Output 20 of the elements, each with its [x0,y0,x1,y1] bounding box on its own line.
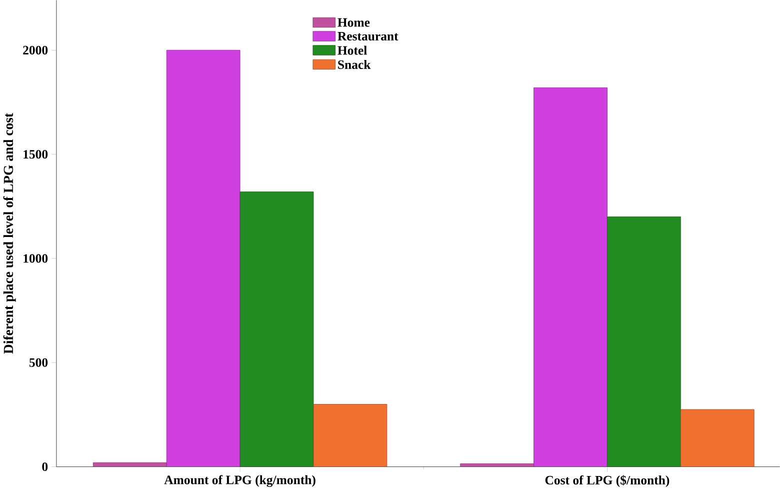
bar [166,50,240,467]
legend-label: Restaurant [338,32,398,40]
y-tick-label: 1500 [24,150,48,158]
y-tick-label: 500 [29,358,48,367]
bar [607,216,681,467]
bar [92,462,167,467]
bar [534,87,608,467]
x-tick-label: Amount of LPG (kg/month) [164,474,316,487]
y-tick-label: 2000 [23,46,48,54]
bar [460,463,534,467]
y-tick-label: 1000 [24,254,48,263]
x-tick-label: Cost of LPG ($/month) [545,474,670,487]
bar [680,409,754,467]
bar [313,404,388,467]
legend-label: Home [338,18,370,27]
legend-label: Hotel [338,46,367,55]
legend-label: Snack [338,60,371,69]
y-axis-title: Diferent place used level of LPG and cost [3,112,16,354]
y-tick-label: 0 [42,462,48,471]
bar [240,191,314,467]
